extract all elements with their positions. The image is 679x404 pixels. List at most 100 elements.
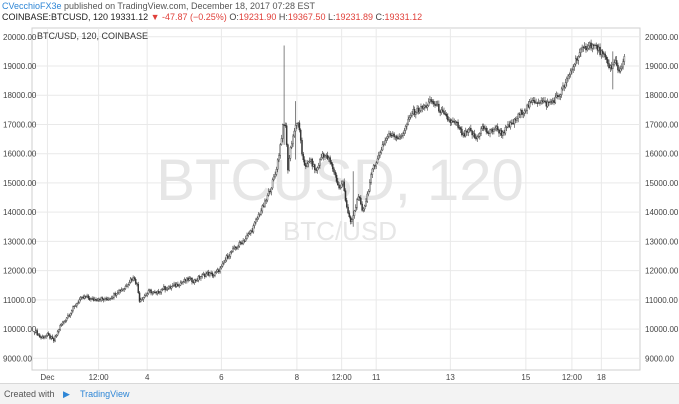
candle-body — [179, 282, 182, 286]
candle-body — [325, 155, 328, 157]
candle-body — [331, 163, 334, 170]
candle-body — [479, 133, 481, 137]
candle-body — [476, 136, 479, 140]
tradingview-logo-icon[interactable]: ▶ — [63, 389, 70, 399]
candle-body — [415, 112, 417, 115]
candle-body — [558, 95, 560, 98]
candle-body — [328, 157, 330, 160]
candle-body — [409, 115, 412, 118]
candle-body — [604, 53, 606, 58]
candle-body — [191, 277, 193, 283]
candle-body — [330, 161, 333, 165]
candle-body — [434, 103, 436, 106]
tradingview-link[interactable]: TradingView — [80, 389, 130, 399]
candle-body — [486, 131, 489, 134]
candle-body — [525, 110, 527, 112]
candle-body — [85, 296, 87, 298]
author-link[interactable]: CVecchioFX3e — [2, 1, 62, 11]
candle-body — [297, 122, 299, 124]
candle-body — [545, 101, 548, 107]
grid-lines — [32, 28, 640, 370]
candle-body — [496, 126, 499, 130]
candle-body — [349, 216, 352, 222]
y-tick-label-left: 13000.00 — [3, 237, 37, 246]
candle-body — [614, 60, 617, 63]
open-label: O: — [229, 12, 239, 22]
y-tick-label-left: 19000.00 — [3, 62, 37, 71]
candle-body — [244, 238, 247, 242]
candle-body — [560, 88, 563, 95]
candle-body — [160, 289, 163, 293]
candle-body — [137, 284, 140, 294]
candle-body — [49, 334, 51, 339]
y-tick-label-left: 17000.00 — [3, 120, 37, 129]
candle-body — [140, 299, 142, 302]
candles — [33, 39, 626, 343]
price-change: ▼ -47.87 (−0.25%) — [150, 12, 227, 22]
candle-body — [156, 290, 159, 294]
candle-body — [511, 122, 513, 124]
candle-body — [581, 46, 583, 50]
candle-body — [100, 297, 102, 301]
candle-body — [70, 310, 73, 314]
candle-body — [65, 317, 68, 321]
footer-bar: Created with ▶ TradingView — [0, 383, 679, 404]
y-tick-label-right: 16000.00 — [645, 150, 679, 159]
candle-body — [284, 124, 287, 127]
candle-body — [154, 291, 156, 293]
candle-body — [188, 278, 191, 281]
candle-body — [243, 240, 246, 242]
candle-body — [471, 130, 473, 136]
candle-body — [589, 42, 591, 47]
candle-body — [54, 336, 56, 342]
candle-body — [198, 276, 201, 279]
candle-body — [238, 242, 241, 247]
candle-body — [253, 221, 256, 226]
candle-body — [299, 129, 302, 141]
candle-body — [576, 58, 578, 61]
candle-body — [467, 129, 470, 133]
candle-body — [266, 195, 269, 201]
candle-body — [90, 298, 92, 300]
candle-body — [522, 113, 525, 115]
candle-body — [342, 181, 344, 185]
y-tick-label-right: 18000.00 — [645, 91, 679, 100]
candle-body — [424, 105, 426, 108]
candle-body — [484, 127, 486, 130]
candle-body — [347, 206, 349, 214]
candle-body — [92, 298, 95, 301]
x-tick-label: 12:00 — [89, 373, 110, 382]
candle-body — [97, 298, 100, 301]
candle-body — [482, 126, 485, 130]
candle-body — [279, 144, 282, 156]
candlestick-chart[interactable]: BTCUSD, 120 BTC/USD BTC/USD, 120, COINBA… — [0, 0, 679, 383]
candle-body — [172, 285, 174, 287]
candle-body — [261, 205, 264, 212]
candle-body — [397, 137, 399, 140]
y-axis-right[interactable]: 9000.00 10000.00 11000.00 12000.00 13000.00 1… — [645, 33, 679, 364]
candle-body — [311, 158, 313, 167]
candle-body — [438, 103, 440, 112]
candle-body — [271, 179, 274, 189]
candle-body — [205, 273, 207, 277]
candle-body — [312, 164, 315, 167]
y-tick-label-left: 20000.00 — [3, 33, 37, 42]
x-axis[interactable]: Dec 12:00 4 6 8 12:00 11 13 15 12:00 18 — [32, 369, 640, 382]
candle-body — [417, 107, 420, 113]
candle-body — [450, 120, 453, 123]
candle-body — [115, 293, 118, 296]
candle-body — [33, 332, 36, 334]
candle-body — [348, 212, 351, 218]
candle-body — [591, 44, 594, 49]
close-label: C: — [375, 12, 385, 22]
candle-body — [585, 46, 587, 51]
candle-body — [413, 109, 416, 115]
candle-body — [37, 334, 40, 336]
candle-body — [480, 128, 482, 134]
candle-body — [553, 100, 555, 104]
candle-body — [395, 136, 398, 139]
candle-body — [378, 154, 380, 160]
candle-body — [406, 124, 408, 127]
candle-body — [531, 100, 534, 103]
candle-body — [615, 60, 618, 66]
